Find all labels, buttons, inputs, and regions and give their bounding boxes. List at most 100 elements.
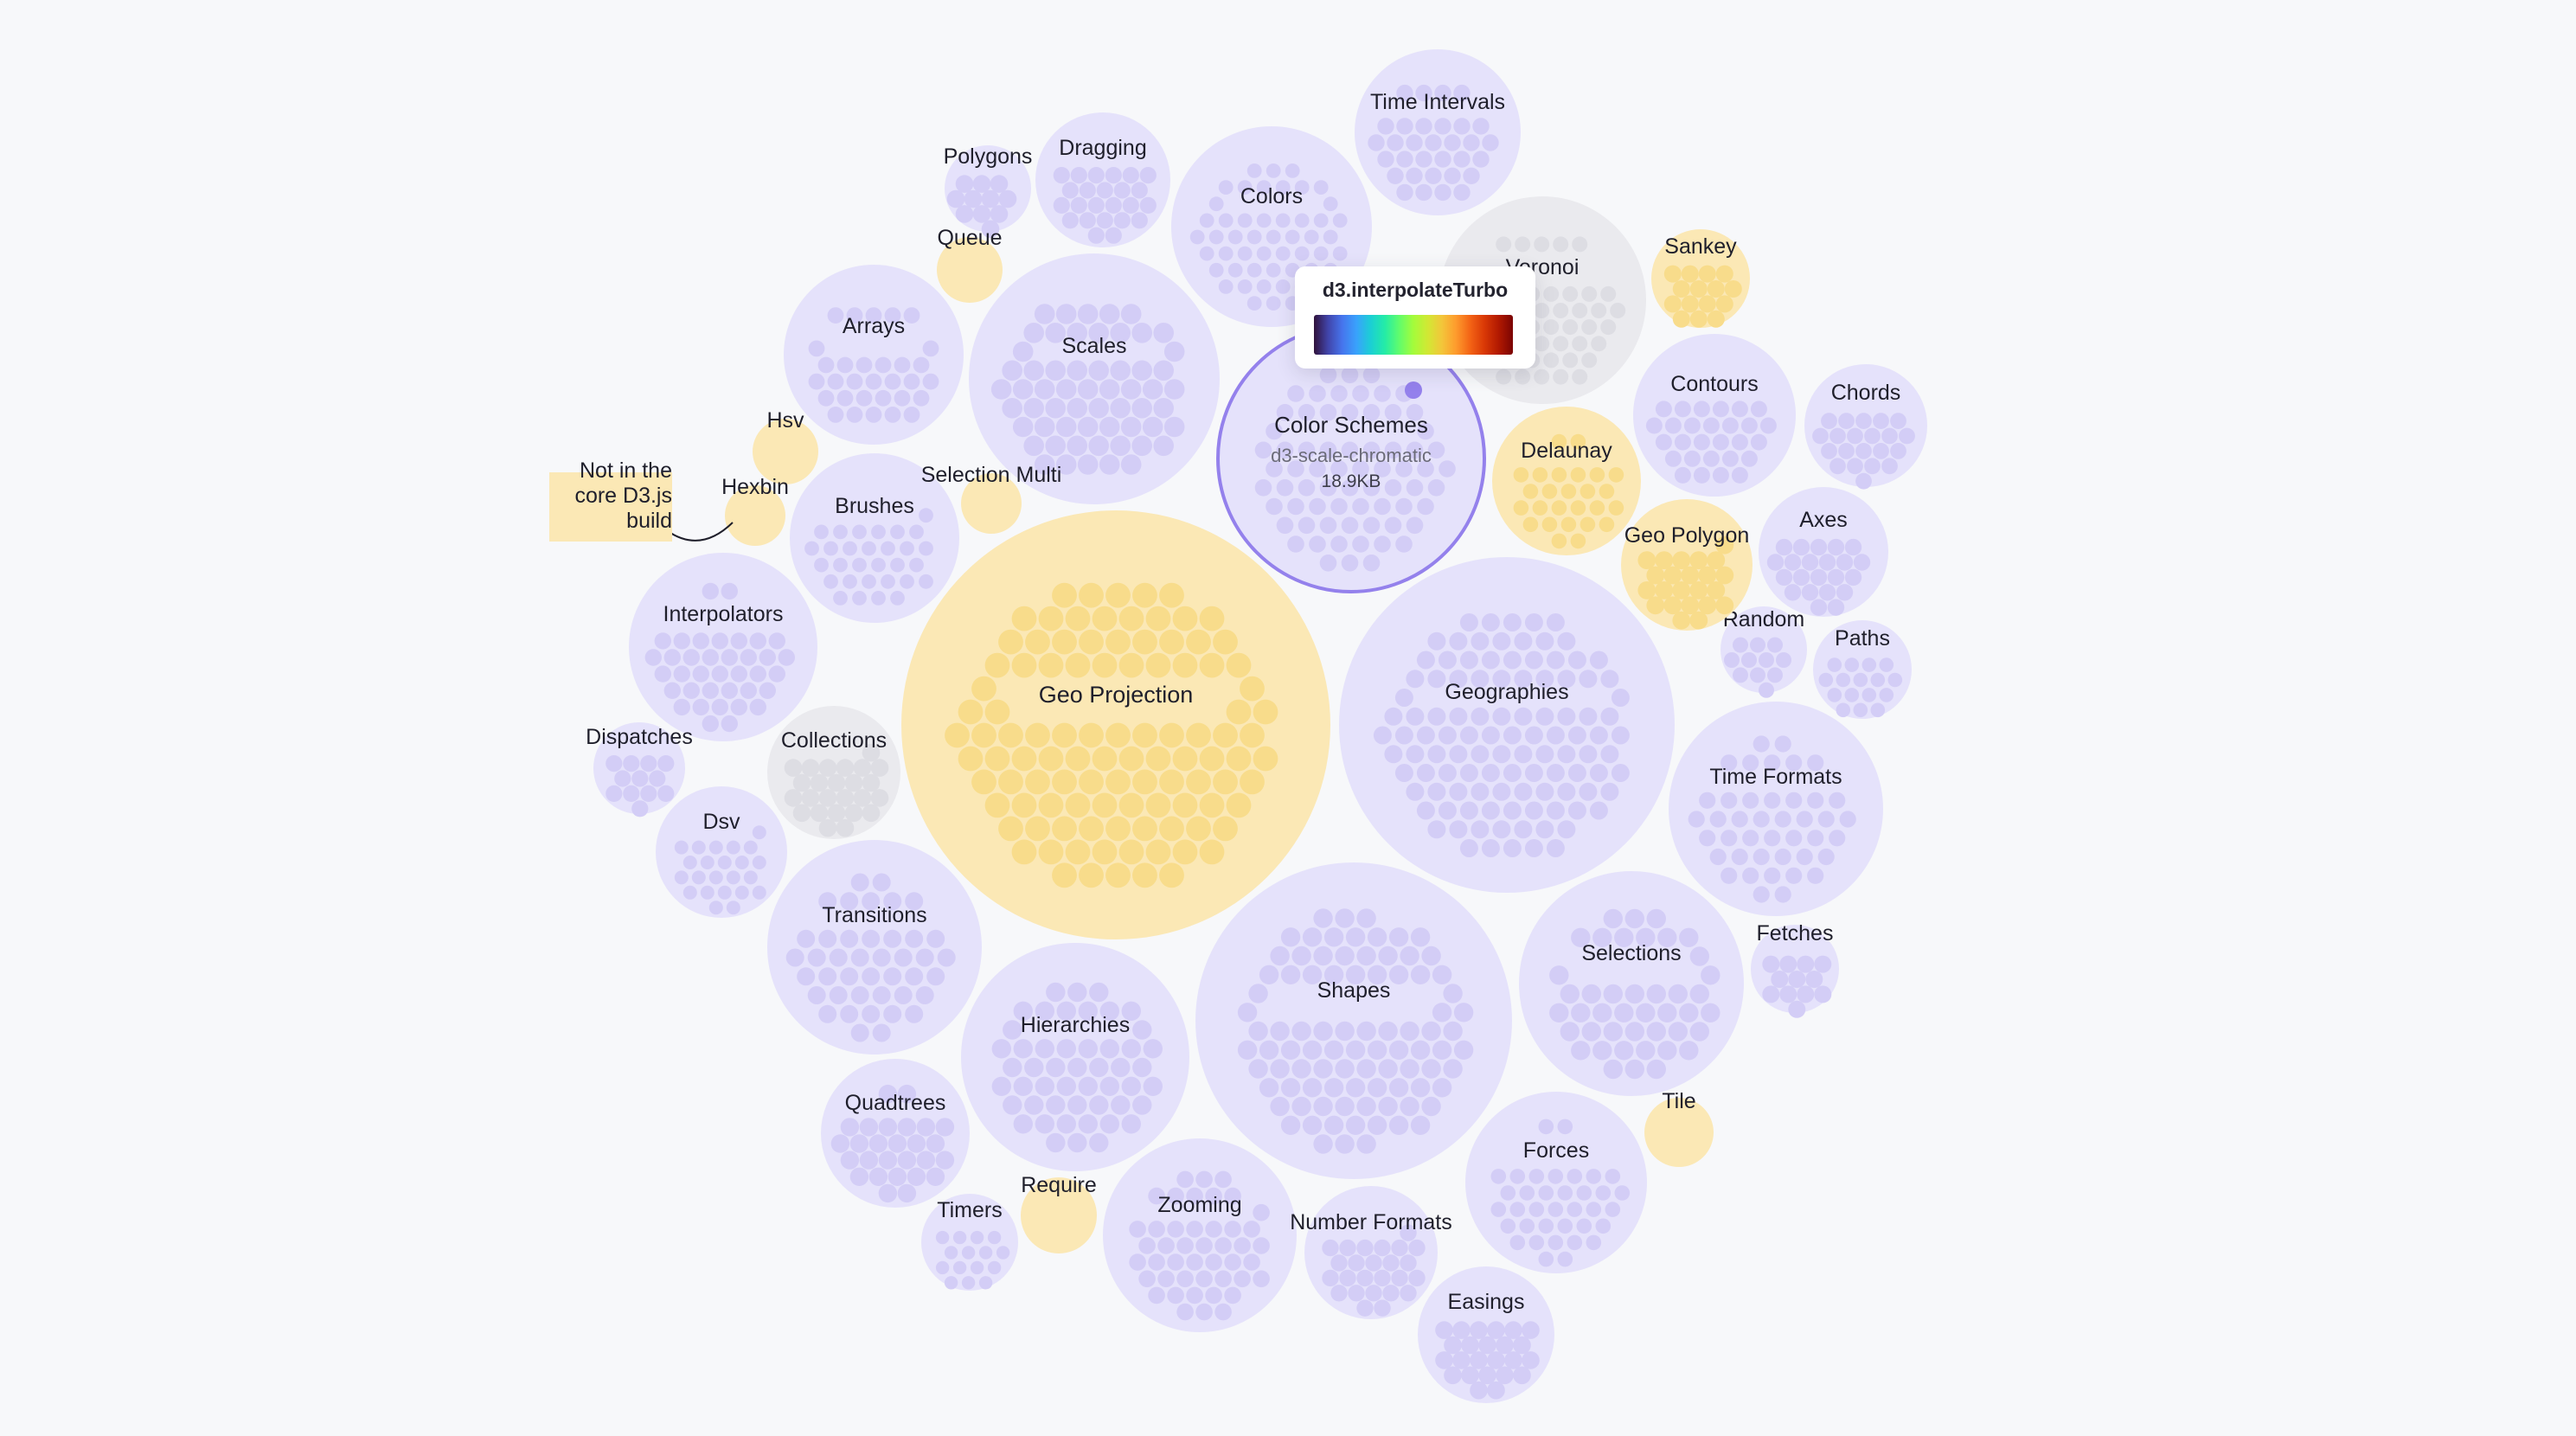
module-dot — [1553, 369, 1569, 385]
module-dot — [1762, 955, 1780, 973]
package-transitions[interactable]: Transitions — [767, 840, 982, 1055]
module-dot — [1378, 1059, 1398, 1079]
package-contours[interactable]: Contours — [1633, 334, 1796, 497]
module-dot — [1557, 670, 1576, 689]
module-dot — [1070, 167, 1087, 184]
module-dot — [1395, 535, 1413, 553]
package-tile[interactable]: Tile — [1644, 1089, 1714, 1167]
module-dot — [1759, 417, 1777, 434]
module-dot — [1302, 1078, 1323, 1098]
module-dot — [734, 885, 749, 900]
package-number-formats[interactable]: Number Formats — [1290, 1186, 1452, 1319]
module-dot — [937, 948, 956, 967]
module-dot — [1105, 196, 1122, 214]
module-dot — [1595, 1218, 1612, 1234]
package-easings[interactable]: Easings — [1418, 1266, 1554, 1403]
module-dot — [1470, 1381, 1488, 1400]
module-dot — [1570, 533, 1586, 549]
package-delaunay[interactable]: Delaunay — [1492, 407, 1641, 555]
module-dot — [1712, 466, 1729, 484]
module-dot — [1862, 688, 1877, 702]
module-dot — [1352, 535, 1369, 553]
package-collections[interactable]: Collections — [767, 706, 900, 839]
package-chords[interactable]: Chords — [1804, 364, 1927, 490]
package-fetches[interactable]: Fetches — [1751, 921, 1839, 1018]
package-arrays[interactable]: Arrays — [784, 265, 964, 445]
package-circle[interactable] — [1644, 1098, 1714, 1167]
package-circle[interactable] — [725, 485, 785, 546]
module-dot — [998, 629, 1023, 655]
module-dot — [998, 189, 1017, 208]
module-dot — [1213, 769, 1238, 795]
package-timers[interactable]: Timers — [921, 1194, 1018, 1291]
package-circle[interactable] — [656, 786, 787, 918]
package-circle[interactable] — [937, 237, 1003, 303]
package-axes[interactable]: Axes — [1759, 487, 1888, 617]
module-dot — [1870, 702, 1886, 718]
module-dot — [1459, 651, 1478, 670]
package-dsv[interactable]: Dsv — [656, 786, 787, 918]
module-dot — [1731, 466, 1748, 484]
package-paths[interactable]: Paths — [1813, 620, 1912, 719]
package-circle[interactable] — [1669, 702, 1883, 916]
module-dot — [1519, 1218, 1535, 1234]
package-zooming[interactable]: Zooming — [1103, 1138, 1297, 1332]
package-hexbin[interactable]: Hexbin — [721, 475, 789, 546]
package-forces[interactable]: Forces — [1465, 1092, 1647, 1273]
module-dot — [654, 632, 671, 650]
package-dispatches[interactable]: Dispatches — [586, 722, 693, 817]
package-geo-polygon[interactable]: Geo Polygon — [1621, 499, 1753, 631]
package-shapes[interactable]: Shapes — [1195, 862, 1512, 1179]
module-dot — [1132, 862, 1157, 888]
module-dot — [1275, 246, 1291, 261]
package-circle[interactable] — [753, 419, 818, 484]
module-dot — [1341, 366, 1359, 384]
module-dot — [1065, 652, 1091, 678]
package-selection-multi[interactable]: Selection Multi — [921, 463, 1062, 534]
module-dot — [1335, 1134, 1355, 1154]
package-circle[interactable] — [1021, 1177, 1097, 1253]
module-dot — [1313, 180, 1329, 196]
package-selections[interactable]: Selections — [1519, 871, 1744, 1096]
module-dot — [1034, 416, 1055, 438]
module-dot — [1829, 830, 1846, 847]
package-random[interactable]: Random — [1721, 606, 1807, 698]
package-sankey[interactable]: Sankey — [1651, 229, 1750, 328]
module-dots — [674, 825, 766, 915]
module-dot — [1600, 782, 1619, 801]
package-circle[interactable] — [961, 473, 1022, 534]
package-interpolators[interactable]: Interpolators — [629, 553, 817, 741]
module-dot — [682, 682, 700, 699]
package-queue[interactable]: Queue — [937, 226, 1003, 303]
module-dot — [807, 948, 826, 967]
package-circle[interactable] — [961, 943, 1189, 1171]
package-geographies[interactable]: Geographies — [1339, 557, 1675, 893]
module-dot — [1088, 435, 1109, 457]
package-polygons[interactable]: Polygons — [944, 144, 1033, 239]
module-dot — [1434, 151, 1451, 168]
package-quadtrees[interactable]: Quadtrees — [821, 1059, 970, 1208]
hovered-function-dot[interactable] — [1405, 381, 1422, 399]
package-dragging[interactable]: Dragging — [1035, 112, 1170, 247]
package-require[interactable]: Require — [1021, 1173, 1097, 1253]
module-dot — [1226, 746, 1252, 772]
module-dot — [1538, 1218, 1554, 1234]
module-dot — [1313, 213, 1329, 228]
module-dot — [1099, 304, 1120, 324]
module-dot — [1053, 196, 1070, 214]
package-geo-projection[interactable]: Geo Projection — [901, 510, 1330, 939]
module-dot — [1285, 229, 1300, 245]
module-dot — [1410, 1078, 1431, 1098]
package-hsv[interactable]: Hsv — [753, 408, 818, 484]
package-color-schemes[interactable]: Color Schemes d3-scale-chromatic 18.9KB — [1216, 324, 1486, 593]
package-brushes[interactable]: Brushes — [790, 453, 959, 623]
package-time-formats[interactable]: Time Formats — [1669, 702, 1883, 916]
package-time-intervals[interactable]: Time Intervals — [1355, 49, 1521, 215]
module-dot — [1159, 629, 1184, 655]
package-circle[interactable] — [1519, 871, 1744, 1096]
module-dot — [1237, 279, 1253, 294]
package-hierarchies[interactable]: Hierarchies — [961, 943, 1189, 1171]
module-dot — [913, 356, 930, 374]
module-dot — [1266, 460, 1283, 478]
package-scales[interactable]: Scales — [969, 253, 1220, 504]
